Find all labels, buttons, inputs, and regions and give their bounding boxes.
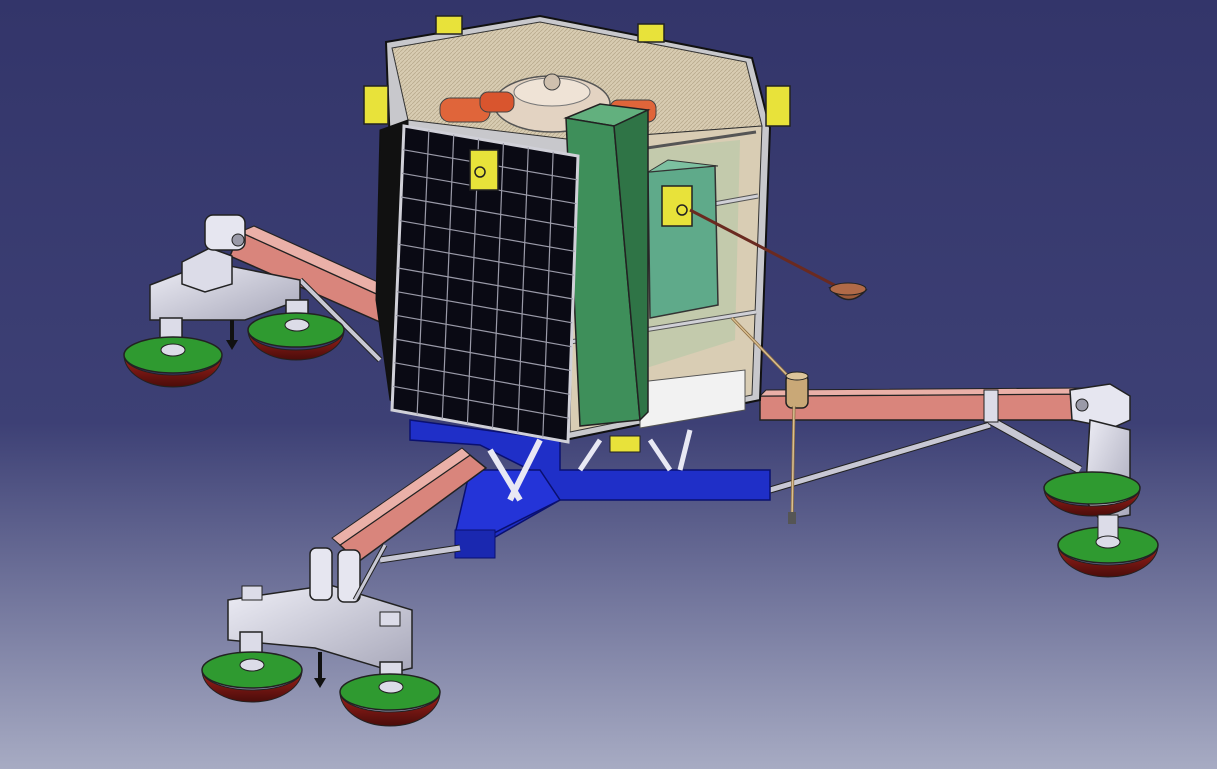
solar-grid-line	[400, 196, 576, 229]
foot-pad[interactable]	[201, 651, 303, 703]
solar-grid-line	[392, 385, 569, 419]
foot-pad[interactable]	[1043, 471, 1141, 517]
foot-pad[interactable]	[339, 673, 441, 727]
blue-base-frame[interactable]	[409, 419, 771, 559]
solar-grid-line	[399, 220, 575, 252]
drill-rod[interactable]	[730, 316, 809, 524]
solar-grid-line	[396, 291, 573, 324]
solar-panel-grid	[392, 130, 578, 438]
yellow-bracket	[363, 15, 791, 227]
leg-left[interactable]	[149, 214, 402, 363]
solar-grid-line	[397, 267, 574, 300]
solar-grid-line	[398, 243, 574, 276]
solar-grid-line	[393, 362, 570, 395]
leg-front[interactable]	[227, 447, 488, 693]
foot-pad[interactable]	[247, 312, 345, 361]
sampling-arm[interactable]	[689, 208, 868, 301]
foot-pad[interactable]	[1057, 514, 1159, 578]
solar-grid-line	[395, 314, 572, 348]
green-instrument-box[interactable]	[563, 103, 651, 427]
solar-grid-line	[394, 338, 571, 372]
teal-instrument-box[interactable]	[647, 159, 719, 319]
foot-pad[interactable]	[123, 336, 223, 388]
